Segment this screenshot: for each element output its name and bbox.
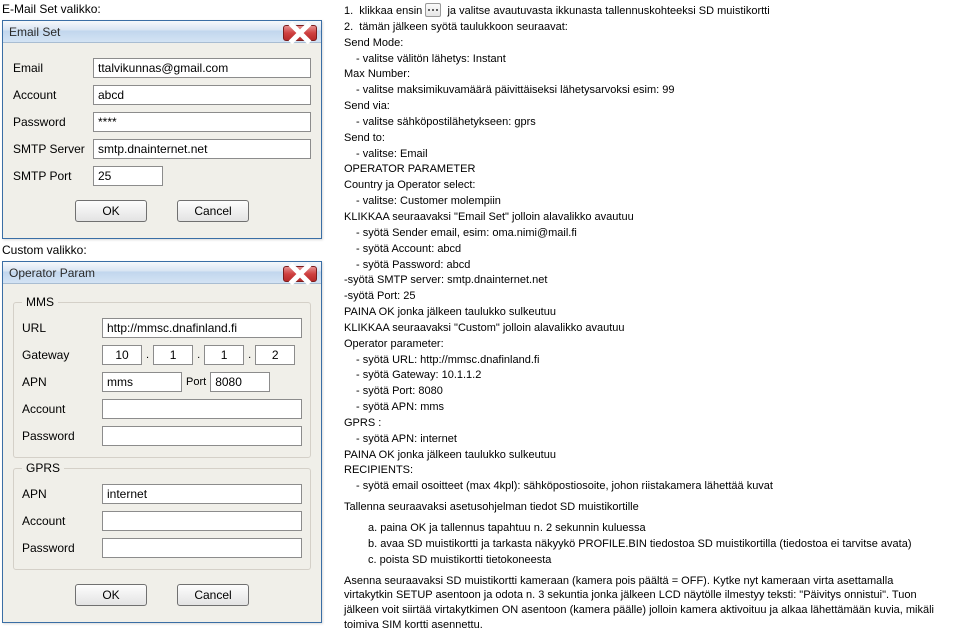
cancel-button[interactable]: Cancel — [177, 584, 249, 606]
gateway-2[interactable] — [153, 345, 193, 365]
label-password-mms: Password — [22, 429, 102, 443]
apn-mms-field[interactable] — [102, 372, 182, 392]
gprs-group: GPRS APN Account Password — [13, 468, 311, 570]
email-set-dialog: Email Set Email Account Password SMTP Se… — [2, 20, 322, 239]
url-field[interactable] — [102, 318, 302, 338]
instruction-text: 1. klikkaa ensin ja valitse avautuvasta … — [340, 0, 950, 639]
ok-button[interactable]: OK — [75, 200, 147, 222]
gateway-3[interactable] — [204, 345, 244, 365]
operator-dialog: Operator Param MMS URL Gateway . . . — [2, 261, 322, 623]
password-field[interactable] — [93, 112, 311, 132]
account-gprs-field[interactable] — [102, 511, 302, 531]
label-password: Password — [13, 115, 93, 129]
operator-title: Operator Param — [9, 266, 95, 280]
label-password-gprs: Password — [22, 541, 102, 555]
cancel-button[interactable]: Cancel — [177, 200, 249, 222]
label-url: URL — [22, 321, 102, 335]
close-icon[interactable] — [283, 25, 317, 41]
mms-legend: MMS — [22, 295, 58, 309]
custom-label: Custom valikko: — [2, 243, 330, 257]
gateway-1[interactable] — [102, 345, 142, 365]
account-field[interactable] — [93, 85, 311, 105]
email-set-titlebar: Email Set — [3, 21, 321, 43]
label-account: Account — [13, 88, 93, 102]
port-mms-field[interactable] — [210, 372, 270, 392]
label-port-inline: Port — [186, 376, 206, 388]
email-set-title: Email Set — [9, 25, 60, 39]
label-apn-mms: APN — [22, 375, 102, 389]
label-email: Email — [13, 61, 93, 75]
smtp-field[interactable] — [93, 139, 311, 159]
ellipsis-icon — [425, 3, 441, 17]
apn-gprs-field[interactable] — [102, 484, 302, 504]
gprs-legend: GPRS — [22, 461, 64, 475]
label-apn-gprs: APN — [22, 487, 102, 501]
account-mms-field[interactable] — [102, 399, 302, 419]
password-mms-field[interactable] — [102, 426, 302, 446]
email-field[interactable] — [93, 58, 311, 78]
ok-button[interactable]: OK — [75, 584, 147, 606]
email-set-label: E-Mail Set valikko: — [2, 2, 330, 16]
close-icon[interactable] — [283, 266, 317, 282]
password-gprs-field[interactable] — [102, 538, 302, 558]
smtp-port-field[interactable] — [93, 166, 163, 186]
operator-titlebar: Operator Param — [3, 262, 321, 284]
label-account-gprs: Account — [22, 514, 102, 528]
gateway-4[interactable] — [255, 345, 295, 365]
mms-group: MMS URL Gateway . . . APN — [13, 302, 311, 458]
label-smtp-port: SMTP Port — [13, 169, 93, 183]
label-smtp: SMTP Server — [13, 142, 93, 156]
label-account-mms: Account — [22, 402, 102, 416]
label-gateway: Gateway — [22, 348, 102, 362]
